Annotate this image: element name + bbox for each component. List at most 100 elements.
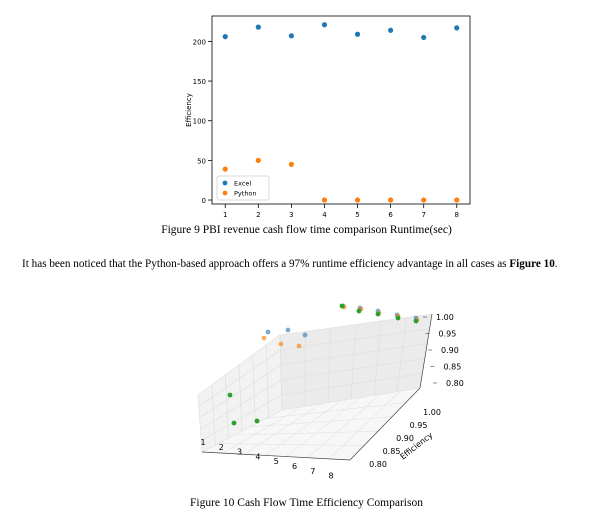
y-tick-label: 0 [202,197,206,205]
figure10-chart: 123456780.800.850.900.951.00Efficiency0.… [197,303,464,481]
legend [216,175,270,201]
legend-marker [222,180,228,186]
grid-line [327,327,331,403]
figure9-chart: 0 50 100 150 200 1 2 3 4 5 6 7 8 Efficiency Excel Pytho… [185,15,471,219]
data-point-excel [255,24,261,30]
grid-line [280,343,428,366]
x-tick-label: 1 [200,438,205,447]
data-point-python [321,197,328,203]
grid-line [197,334,281,396]
grid-line [200,379,282,430]
data-point-series-1 [265,329,271,335]
grid-line [286,397,362,457]
grid-line [197,394,203,453]
data-point-python [222,166,228,172]
y-tick-label: 0.85 [383,447,401,456]
figure9-caption: Figure 9 PBI revenue cash flow time comp… [161,224,452,236]
grid-line [266,344,269,418]
figure-reference[interactable]: Figure 10 [509,258,555,270]
data-point-series-2 [296,343,302,349]
data-point-python [388,197,394,203]
grid-line [199,364,281,419]
data-point-excel [288,33,294,39]
y-tick-label: 200 [193,38,206,46]
legend-label: Excel [234,180,251,188]
grid-line [233,430,379,436]
data-point-series-1 [285,327,291,333]
x-tick-label: 3 [237,448,242,457]
y-tick-label: 0.80 [369,460,387,469]
grid-line [249,416,393,428]
x-tick-label: 5 [355,211,359,219]
grid-line [265,402,407,419]
y-tick-label: 150 [193,78,206,86]
x-tick-label: 4 [255,452,260,461]
z-tick-label: 0.95 [439,330,457,339]
data-point-series-3 [395,315,401,321]
x-tick-label: 8 [455,211,459,219]
data-point-series-2 [261,335,267,341]
z-tick-label: 0.85 [444,363,462,372]
grid-line [281,358,425,381]
x-tick-label: 3 [289,211,293,219]
z-tick-label: 1.00 [436,313,454,322]
x-tick-label: 5 [274,457,279,466]
data-point-python [288,161,294,167]
grid-line [328,390,401,460]
data-point-excel [421,34,427,41]
legend-label: Python [234,190,257,198]
y-tick-label: 100 [193,118,206,126]
y-tick-label: 0.95 [410,421,428,430]
data-point-excel [454,25,460,31]
grid-line [307,394,381,458]
body-paragraph: It has been noticed that the Python-base… [22,258,558,270]
z-axis-line [419,313,433,389]
y-tick-label: 0.90 [396,434,414,443]
data-point-series-3 [339,303,345,309]
grid-line [265,400,342,456]
z-tick-label: 0.80 [446,379,464,388]
grid-line [201,394,282,441]
data-point-series-3 [227,392,233,398]
grid-line [281,372,423,396]
x-tick-label: 6 [292,462,297,471]
back-right-pane [280,314,432,410]
plot-frame [211,15,471,205]
x-axis-line [201,451,351,461]
paragraph-end: . [554,258,558,270]
y-tick-label: 50 [197,157,206,165]
figure10-caption: Figure 10 Cash Flow Time Efficiency Comp… [190,497,423,509]
grid-line [198,349,281,407]
grid-line [373,320,382,396]
grid-line [244,403,322,455]
y-axis-label: Efficiency [185,93,193,127]
grid-line [238,364,243,432]
grid-line [222,406,302,454]
data-point-series-3 [254,418,260,424]
grid-line [280,328,430,351]
grid-line [350,324,357,400]
floor-pane [202,388,420,460]
data-point-excel [388,27,394,33]
grid-line [217,443,365,446]
x-tick-label: 2 [219,443,224,452]
data-point-series-3 [231,420,237,426]
grid-line [279,313,433,336]
x-tick-label: 7 [421,211,425,219]
data-point-python [354,197,361,203]
x-tick-label: 8 [329,472,334,481]
y-tick-label: 1.00 [423,408,441,417]
data-point-excel [222,34,228,40]
z-tick-label: 0.90 [441,346,459,355]
grid-line [396,317,407,392]
data-point-python [255,157,261,163]
legend-marker [222,190,228,196]
axes3d: 123456780.800.850.900.951.00Efficiency0.… [197,303,464,481]
x-tick-label: 7 [310,467,315,476]
x-tick-label: 6 [388,211,393,219]
grid-line [225,374,229,439]
data-point-excel [321,22,328,28]
x-tick-label: 1 [223,211,227,219]
data-point-series-3 [356,308,362,314]
data-point-python [421,197,427,203]
